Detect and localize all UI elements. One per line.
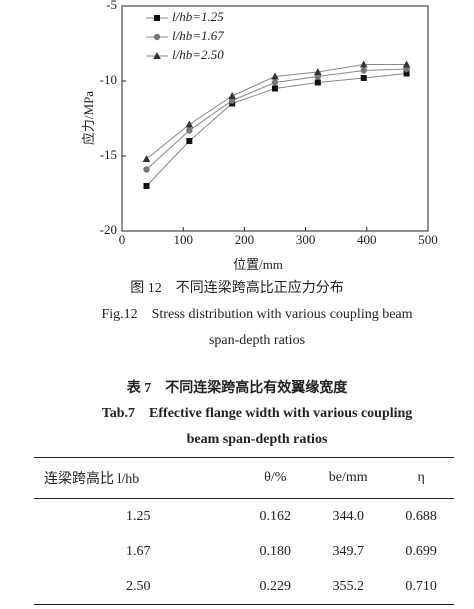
header-cell: θ/% [242, 457, 309, 499]
marker [228, 92, 236, 99]
marker [272, 85, 278, 92]
header-cell: be/mm [308, 457, 389, 499]
legend-marker [153, 33, 161, 41]
marker [142, 155, 151, 162]
marker [271, 79, 279, 86]
x-tick-label: 300 [296, 232, 316, 247]
legend-marker [154, 15, 160, 21]
marker [359, 60, 368, 68]
x-tick-label: 500 [418, 232, 438, 247]
marker [185, 120, 194, 128]
x-tick-label: 400 [357, 232, 377, 247]
y-tick-label: -20 [100, 222, 117, 237]
legend-label: l/hb=2.50 [172, 47, 224, 62]
y-tick-label: -15 [100, 147, 117, 162]
y-tick-label: -5 [106, 0, 117, 12]
table-cell: 0.710 [405, 578, 437, 594]
table-row: 1.25 0.162 344.0 0.688 [34, 499, 454, 535]
marker [186, 138, 193, 144]
header-row: 连梁跨高比 l/hb θ/% be/mm η [34, 457, 454, 499]
legend-marker [153, 52, 161, 59]
table-cell: 0.180 [259, 543, 292, 559]
table-title-en: Tab.7 Effective flange width with variou… [101, 406, 413, 447]
marker [360, 67, 367, 74]
x-tick-label: 100 [173, 232, 193, 247]
table-cell: 2.50 [125, 578, 151, 594]
table-row: 2.50 0.229 355.2 0.710 [34, 569, 454, 605]
marker [143, 166, 150, 173]
marker [360, 75, 367, 81]
table-cell: 1.25 [125, 508, 151, 524]
table-cell: 349.7 [332, 543, 364, 559]
y-tick-label: -10 [100, 72, 117, 87]
x-tick-label: 200 [235, 232, 255, 247]
table-cell: 0.699 [405, 543, 437, 559]
table-row: 1.67 0.180 349.7 0.699 [34, 534, 454, 569]
table-cell: 344.0 [332, 508, 364, 524]
table-cell: 0.688 [405, 508, 437, 524]
x-tick-label: 0 [119, 232, 126, 247]
header-cell: 连梁跨高比 l/hb [34, 457, 243, 499]
table-cell: 355.2 [332, 578, 364, 594]
table-cell: 1.67 [125, 543, 151, 559]
table-title-cn: 表 7 不同连梁跨高比有效翼缘宽度 [126, 381, 348, 396]
marker [403, 70, 410, 77]
marker [314, 79, 321, 86]
plot-frame [121, 5, 429, 232]
header-cell: η [388, 457, 454, 499]
marker [402, 60, 411, 68]
y-axis-label: 应力/MPa [81, 91, 96, 145]
chart: 位置/mm 应力/MPa 0 100 200 300 400 500 -20 -15 -10 -5… [81, 0, 438, 272]
table: 连梁跨高比 l/hb θ/% be/mm η 1.25 0.162 344.0 0.688 1… [34, 457, 454, 605]
marker [143, 183, 150, 189]
marker [186, 127, 193, 134]
legend-label: l/hb=1.67 [172, 28, 224, 43]
figure-caption-en: Fig.12 Stress distribution with various … [101, 307, 413, 348]
table-cell: 0.229 [259, 578, 292, 594]
x-axis-label: 位置/mm [233, 257, 283, 272]
marker [314, 68, 322, 75]
table-body: 1.25 0.162 344.0 0.688 1.67 0.180 349.7 0.699 2.… [34, 499, 454, 605]
table-cell: 0.162 [259, 508, 292, 524]
marker [271, 72, 279, 80]
figure-caption-cn: 图 12 不同连梁跨高比正应力分布 [130, 281, 344, 296]
legend-label: l/hb=1.25 [172, 9, 224, 24]
